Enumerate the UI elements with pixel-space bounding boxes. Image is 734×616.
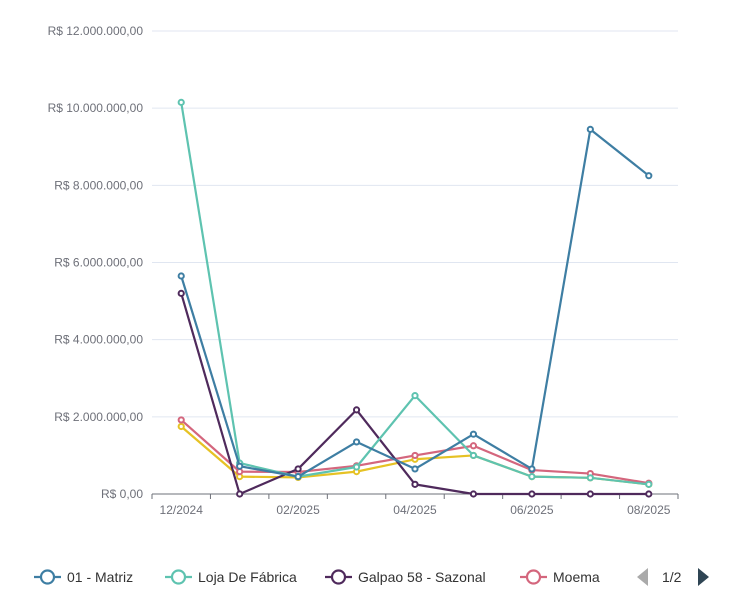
y-tick-label: R$ 12.000.000,00 [48,24,144,38]
data-point[interactable] [586,474,594,482]
series-3 [177,416,653,487]
data-point[interactable] [177,272,185,280]
legend-page-indicator: 1/2 [662,569,682,585]
data-point[interactable] [411,392,419,400]
legend-label: Moema [553,569,600,585]
grid-lines [152,30,678,418]
data-point[interactable] [411,465,419,473]
data-point[interactable] [411,451,419,460]
series-1 [177,98,653,488]
triangle-right-icon[interactable] [698,568,709,586]
series-line [180,102,649,486]
data-point[interactable] [645,480,653,488]
y-tick-label: R$ 2.000.000,00 [54,410,143,424]
y-axis: R$ 0,00 R$ 2.000.000,00 R$ 4.000.000,00 R$ … [48,24,144,501]
data-point[interactable] [294,473,302,481]
data-point[interactable] [352,463,361,471]
data-point[interactable] [177,422,185,431]
data-point[interactable] [528,465,536,473]
legend-label: 01 - Matriz [67,569,133,585]
legend-circle-symbol [330,569,347,585]
legend-item[interactable]: 01 - Matriz [34,569,133,585]
data-point[interactable] [469,490,478,498]
series-0 [177,125,653,481]
data-point[interactable] [469,430,478,438]
y-tick-label: R$ 4.000.000,00 [54,333,143,347]
data-point[interactable] [177,98,185,106]
legend: 01 - Matriz Loja De Fábrica Galpao 58 - Sa… [34,569,600,585]
data-point[interactable] [177,416,185,424]
series-line [180,128,650,478]
data-point[interactable] [528,490,536,498]
data-point[interactable] [586,125,594,133]
data-point[interactable] [645,490,653,498]
y-tick-label: R$ 8.000.000,00 [54,178,143,192]
series-2 [177,289,653,498]
legend-item[interactable]: Moema [520,569,600,585]
x-tick-label: 12/2024 [160,503,204,517]
x-tick-label: 08/2025 [627,503,671,517]
data-point[interactable] [236,490,244,498]
legend-item[interactable]: Galpao 58 - Sazonal [325,569,486,585]
data-point[interactable] [586,490,594,498]
y-tick-label: R$ 6.000.000,00 [54,256,143,270]
legend-label: Loja De Fábrica [198,569,297,585]
legend-circle-symbol [39,569,56,585]
data-point[interactable] [236,462,244,470]
x-tick-label: 04/2025 [393,503,437,517]
series-group [177,98,653,498]
x-tick-label: 02/2025 [276,503,320,517]
x-tick-label: 06/2025 [510,503,554,517]
data-point[interactable] [411,480,419,488]
x-axis: 12/2024 02/2025 04/2025 06/2025 08/2025 [151,493,679,517]
triangle-left-icon[interactable] [637,568,648,586]
data-point[interactable] [352,438,361,446]
data-point[interactable] [177,289,185,297]
data-point[interactable] [294,465,302,473]
legend-pager: 1/2 [637,568,709,586]
legend-label: Galpao 58 - Sazonal [358,569,486,585]
legend-item[interactable]: Loja De Fábrica [165,569,297,585]
y-tick-label: R$ 0,00 [101,487,143,501]
data-point[interactable] [645,172,653,180]
data-point[interactable] [469,451,478,460]
legend-circle-symbol [525,569,542,585]
legend-circle-symbol [170,569,187,585]
data-point[interactable] [528,473,536,481]
data-point[interactable] [352,406,361,414]
y-tick-label: R$ 10.000.000,00 [48,101,144,115]
data-point[interactable] [469,442,478,450]
series-line [180,419,649,485]
